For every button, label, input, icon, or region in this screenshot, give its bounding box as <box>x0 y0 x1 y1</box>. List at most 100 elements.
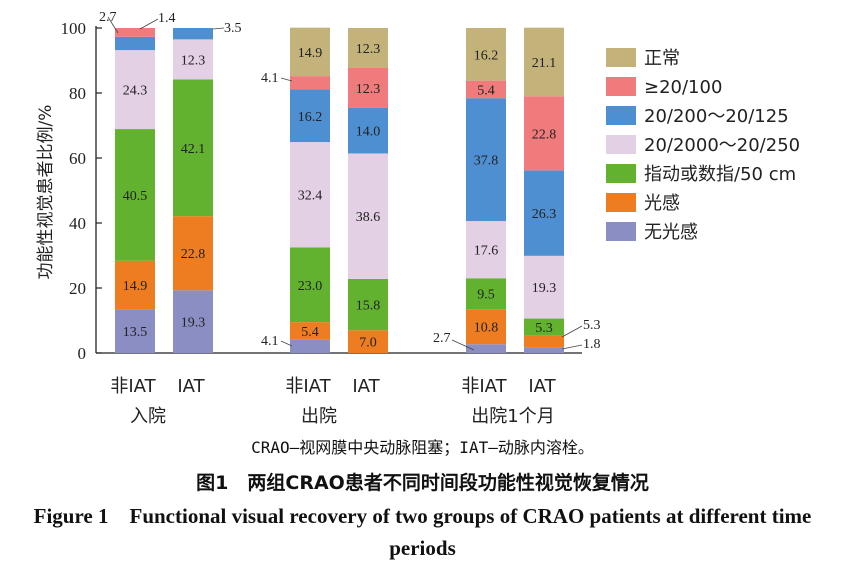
data-label: 16.2 <box>474 48 499 63</box>
bar-segment <box>173 79 213 217</box>
bar-segment <box>466 278 506 310</box>
legend-label: 指动或数指/50 cm <box>644 164 796 185</box>
bar-segment <box>173 39 213 80</box>
bar-segment <box>348 278 388 331</box>
abbreviation-note: CRAO—视网膜中央动脉阻塞；IAT—动脉内溶栓。 <box>251 438 594 457</box>
callout-leader-line <box>139 18 159 30</box>
data-label: 22.8 <box>181 247 206 262</box>
x-subcategory-label: 非IAT <box>285 376 331 397</box>
callout-data-label: 1.8 <box>583 337 601 352</box>
y-tick-label: 0 <box>78 344 87 363</box>
bar-segment <box>115 50 155 130</box>
bar-segment <box>290 142 330 248</box>
legend-label: 20/2000～20/250 <box>644 135 800 156</box>
data-label: 24.3 <box>123 84 148 99</box>
x-group-label: 出院1个月 <box>471 406 554 427</box>
bar-segment <box>173 216 213 291</box>
callout-leader-line <box>280 77 293 82</box>
x-group-label: 出院 <box>301 406 337 427</box>
figure-caption-chinese: 图1 两组CRAO患者不同时间段功能性视觉恢复情况 <box>196 472 649 494</box>
bar-segment <box>290 247 330 323</box>
legend-swatch <box>606 135 636 154</box>
data-label: 5.4 <box>477 83 495 98</box>
y-tick-label: 100 <box>61 19 87 38</box>
legend-label: 正常 <box>644 48 680 69</box>
bar-segment <box>524 347 564 353</box>
callout-data-label: 2.7 <box>433 331 451 346</box>
legend-swatch <box>606 106 636 125</box>
bar-segment <box>115 309 155 353</box>
bar-segment <box>290 339 330 353</box>
callout-data-label: 4.1 <box>261 334 279 349</box>
data-label: 12.3 <box>181 53 206 68</box>
callout-leader-line <box>280 340 293 347</box>
bar-segment <box>524 255 564 319</box>
legend: 正常 ≥20/100 20/200～20/125 20/2000～20/250 指动或数… <box>606 48 800 243</box>
data-label: 22.8 <box>532 127 557 142</box>
bar-segment <box>466 344 506 353</box>
data-label: 5.3 <box>535 321 553 336</box>
callout-data-label: 4.1 <box>261 71 279 86</box>
data-label: 16.2 <box>298 110 323 125</box>
y-axis-label: 功能性视觉患者比例/% <box>36 105 56 280</box>
data-label: 19.3 <box>532 281 557 296</box>
bar-segment <box>173 290 213 353</box>
callout-leader-line <box>561 325 583 338</box>
bar-segment <box>290 27 330 77</box>
data-label: 10.8 <box>474 321 499 336</box>
figure-caption-english: Figure 1 Functional visual recovery of t… <box>33 504 812 560</box>
bar-segment <box>524 27 564 97</box>
bar-segment <box>466 80 506 99</box>
bar-segment <box>115 36 155 51</box>
callout-data-label: 1.4 <box>158 11 176 26</box>
data-label: 23.0 <box>298 279 323 294</box>
y-tick-label: 60 <box>69 149 86 168</box>
data-label: 12.3 <box>356 42 381 57</box>
bar-segment <box>115 260 155 310</box>
data-label: 14.9 <box>298 46 323 61</box>
bar-segment <box>348 28 388 68</box>
y-tick-label: 40 <box>69 214 86 233</box>
callout-data-label: 5.3 <box>583 318 601 333</box>
bar-segment <box>524 96 564 171</box>
data-label: 14.9 <box>123 279 148 294</box>
data-label: 7.0 <box>359 336 377 351</box>
x-subcategory-label: 非IAT <box>110 376 156 397</box>
data-label: 9.5 <box>477 288 495 303</box>
data-label: 21.1 <box>532 56 557 71</box>
callout-data-label: 3.5 <box>224 21 242 36</box>
bar-segment <box>466 309 506 345</box>
legend-label: 光感 <box>644 193 680 214</box>
legend-swatch <box>606 193 636 212</box>
data-label: 13.5 <box>123 325 148 340</box>
bar-segment <box>115 28 155 37</box>
data-label: 42.1 <box>181 142 206 157</box>
data-label: 14.0 <box>356 125 381 140</box>
data-label: 19.3 <box>181 316 206 331</box>
legend-swatch <box>606 164 636 183</box>
legend-label: ≥20/100 <box>644 77 722 98</box>
x-subcategory-label: 非IAT <box>461 376 507 397</box>
callout-leader-line <box>107 16 119 34</box>
data-label: 38.6 <box>356 210 381 225</box>
data-label: 15.8 <box>356 299 381 314</box>
bar-segment <box>173 28 213 40</box>
data-label: 12.3 <box>356 82 381 97</box>
bar-segment <box>290 76 330 90</box>
data-label: 37.8 <box>474 154 499 169</box>
bar-segment <box>115 129 155 261</box>
callout-data-label: 2.7 <box>99 10 117 25</box>
data-label: 5.4 <box>301 325 319 340</box>
y-tick-label: 20 <box>69 279 86 298</box>
data-label: 17.6 <box>474 244 499 259</box>
legend-swatch <box>606 222 636 241</box>
bar-segment <box>466 98 506 222</box>
callout-leader-line <box>212 27 225 30</box>
bar-segment <box>466 28 506 81</box>
data-label: 32.4 <box>298 189 323 204</box>
x-subcategory-label: IAT <box>177 376 205 397</box>
bar-segment <box>466 221 506 279</box>
bar-segment <box>348 153 388 279</box>
bar-segment <box>524 170 564 256</box>
bar-segment <box>290 322 330 340</box>
